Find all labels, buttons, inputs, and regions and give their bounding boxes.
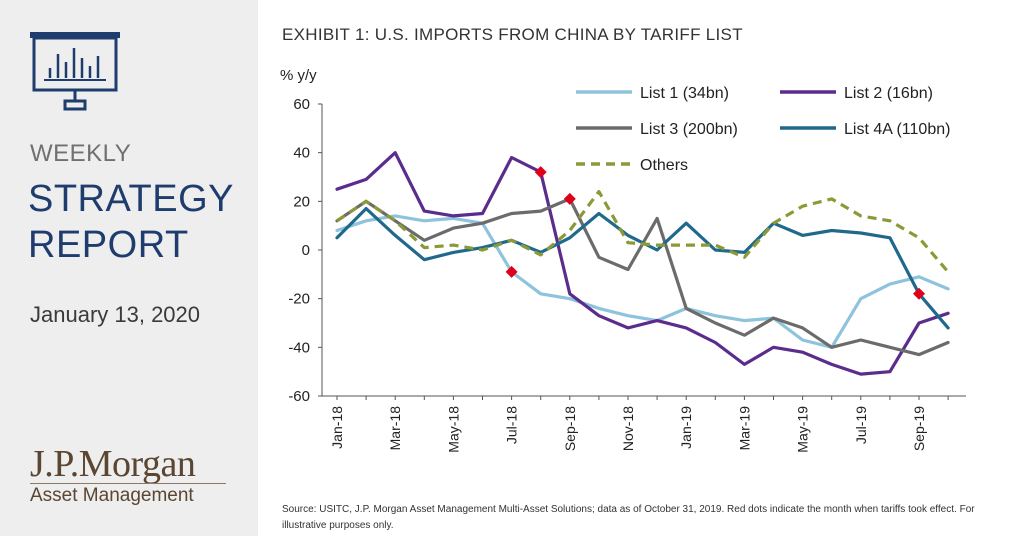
sidebar: WEEKLY STRATEGY REPORT January 13, 2020 … xyxy=(0,0,258,536)
x-tick-label: Sep-19 xyxy=(911,406,927,451)
chart-axes: % y/y 60 40 20 0 -20 -40 -60 Jan-18 Mar-18 May-18 J… xyxy=(280,67,966,453)
x-tick-label: Jul-19 xyxy=(853,406,869,444)
x-tick-label: Nov-18 xyxy=(620,406,636,451)
tariff-marker xyxy=(505,265,518,278)
x-tick-label: Jan-19 xyxy=(678,406,694,449)
legend-label: List 4A (110bn) xyxy=(844,121,950,138)
y-tick-label: 20 xyxy=(293,193,310,210)
legend-label: List 1 (34bn) xyxy=(640,85,729,102)
legend-label: List 3 (200bn) xyxy=(640,121,738,138)
presentation-chart-icon xyxy=(30,32,120,111)
x-tick-label: Jan-18 xyxy=(329,406,345,449)
series-line-list3 xyxy=(335,197,950,357)
series-line-list1 xyxy=(335,214,950,349)
y-tick-label: -60 xyxy=(288,388,310,405)
x-tick-label: May-19 xyxy=(795,406,811,453)
line-chart: % y/y 60 40 20 0 -20 -40 -60 Jan-18 Mar-18 May-18 J… xyxy=(280,67,966,453)
source-note: Source: USITC, J.P. Morgan Asset Managem… xyxy=(282,504,975,531)
brand-logo-subtitle: Asset Management xyxy=(30,485,194,506)
x-tick-label: Mar-18 xyxy=(387,406,403,451)
x-tick-label: Jul-18 xyxy=(504,406,520,444)
y-tick-label: 60 xyxy=(293,96,310,113)
brand-divider xyxy=(30,483,226,484)
report-title: STRATEGY REPORT xyxy=(28,176,234,268)
series-line-list2 xyxy=(335,151,950,376)
series-line-others xyxy=(336,190,950,273)
report-frequency-label: WEEKLY xyxy=(30,140,132,167)
y-tick-label: 0 xyxy=(302,242,310,259)
x-tick-label: Mar-19 xyxy=(736,406,752,451)
tariff-marker xyxy=(913,287,925,300)
chart-legend: List 1 (34bn) List 2 (16bn) List 3 (200bn)… xyxy=(576,85,950,174)
y-tick-label: -20 xyxy=(288,291,310,308)
brand-logo-name: J.P.Morgan xyxy=(30,443,196,485)
tariff-markers xyxy=(505,166,925,300)
x-tick-label: Sep-18 xyxy=(562,406,578,451)
legend-label: List 2 (16bn) xyxy=(844,85,933,102)
tariff-marker xyxy=(534,166,547,179)
legend-label: Others xyxy=(640,157,688,174)
tariff-marker xyxy=(563,192,576,205)
report-title-line-1: STRATEGY xyxy=(28,178,234,220)
chart-series xyxy=(335,151,950,376)
series-line-list4a xyxy=(335,207,950,330)
y-tick-label: -40 xyxy=(288,339,310,356)
x-tick-label: May-18 xyxy=(445,406,461,453)
report-date: January 13, 2020 xyxy=(30,302,201,327)
y-tick-label: 40 xyxy=(293,145,310,162)
chart-title: EXHIBIT 1: U.S. IMPORTS FROM CHINA BY TA… xyxy=(282,25,743,44)
report-title-line-2: REPORT xyxy=(28,224,189,266)
y-axis-label: % y/y xyxy=(280,67,317,84)
